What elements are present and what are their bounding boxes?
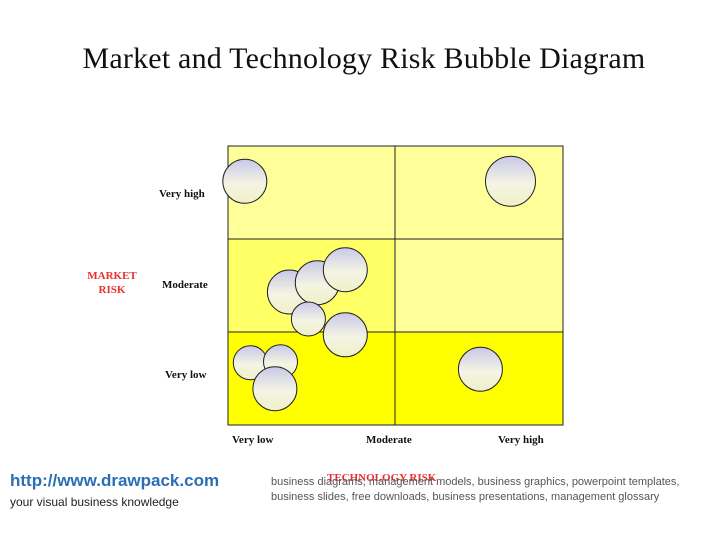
x-level-very-high: Very high [498, 434, 544, 446]
risk-bubble [322, 247, 368, 293]
footer-tagline: your visual business knowledge [10, 495, 179, 509]
y-level-very-high: Very high [159, 188, 205, 200]
footer-url-link[interactable]: http://www.drawpack.com [10, 471, 220, 490]
risk-bubble [322, 312, 368, 358]
grid-cell [394, 145, 564, 240]
market-risk-label-line1: MARKET [87, 270, 137, 282]
y-level-very-low: Very low [165, 369, 207, 381]
diagram-title: Market and Technology Risk Bubble Diagra… [82, 42, 646, 75]
y-level-moderate: Moderate [162, 279, 208, 291]
technology-risk-label: TECHNOLOGY RISK [327, 472, 437, 484]
market-risk-label-line2: RISK [98, 284, 126, 296]
x-level-moderate: Moderate [366, 434, 412, 446]
risk-bubble [485, 155, 536, 207]
market-risk-label: MARKET RISK [72, 269, 152, 297]
risk-bubble [252, 366, 298, 412]
x-level-very-low: Very low [232, 434, 274, 446]
risk-bubble [290, 301, 326, 337]
grid-cell [394, 238, 564, 333]
risk-bubble [222, 158, 268, 204]
footer-description: business diagrams, management models, bu… [271, 476, 680, 503]
risk-bubble [457, 346, 503, 392]
